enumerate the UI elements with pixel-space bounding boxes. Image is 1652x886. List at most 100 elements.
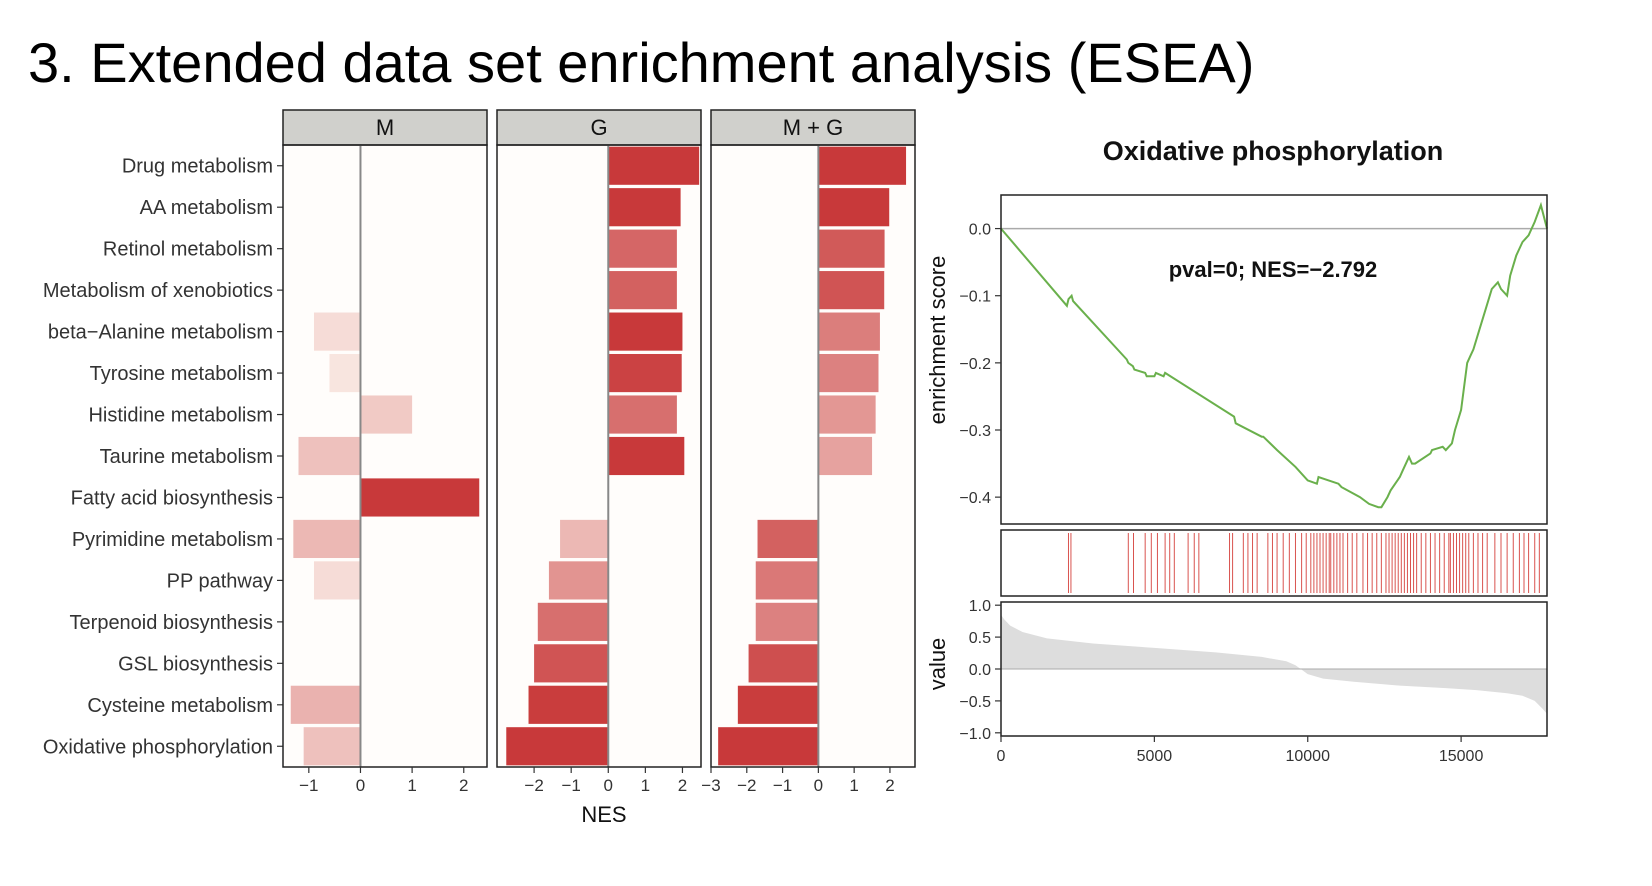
x-tick-label: −2 [737, 776, 756, 795]
nes-bar [818, 353, 879, 393]
nes-bar [560, 519, 609, 559]
x-tick-label: 1 [849, 776, 858, 795]
es-curve [1000, 201, 1548, 509]
value-y-tick-label: 1.0 [969, 598, 991, 615]
category-label: Metabolism of xenobiotics [43, 280, 273, 302]
nes-bar [737, 685, 819, 724]
nes-bar [528, 685, 609, 724]
x-tick-label: 2 [885, 776, 894, 795]
x-tick-label: −2 [524, 776, 543, 795]
category-label: beta−Alanine metabolism [48, 322, 273, 344]
es-y-tick-label: 0.0 [969, 222, 991, 239]
nes-bar [548, 561, 609, 600]
category-label: AA metabolism [140, 197, 273, 219]
nes-bar [313, 312, 361, 351]
x-tick-label: 0 [604, 776, 613, 795]
nes-bar [608, 395, 677, 434]
ranked-value-area [1001, 614, 1547, 714]
nes-bar [608, 146, 700, 185]
nes-bar [537, 602, 609, 641]
nes-bar [506, 727, 609, 766]
value-x-tick-label: 10000 [1285, 748, 1330, 765]
nes-bar [608, 188, 681, 227]
nes-bar [313, 561, 361, 600]
nes-bar [818, 146, 907, 185]
category-label: Taurine metabolism [100, 446, 273, 468]
category-label: Terpenoid biosynthesis [70, 612, 273, 634]
category-label: Cysteine metabolism [87, 695, 273, 717]
value-x-tick-label: 0 [997, 748, 1006, 765]
value-y-tick-label: −0.5 [959, 694, 991, 711]
facet-panel-border [710, 144, 916, 768]
facet-panel-border [282, 144, 488, 768]
x-tick-label: −1 [299, 776, 318, 795]
category-label: Retinol metabolism [103, 239, 273, 261]
nes-bar [290, 685, 361, 724]
facet-label: M [376, 115, 394, 140]
faceted-nes-bar-chart: Drug metabolism AA metabolism Retinol meta… [43, 109, 916, 827]
nes-bar [608, 229, 677, 268]
nes-bar [818, 188, 890, 227]
nes-bar [608, 353, 682, 393]
value-y-axis-title: value [925, 638, 950, 691]
slide-title: 3. Extended data set enrichment analysis… [28, 31, 1255, 94]
x-tick-label: −1 [773, 776, 792, 795]
category-label: Fatty acid biosynthesis [71, 487, 273, 509]
nes-bar [329, 353, 361, 393]
x-tick-label: 2 [678, 776, 687, 795]
nes-bar [608, 271, 677, 310]
value-y-tick-label: −1.0 [959, 726, 991, 743]
nes-bar [755, 561, 819, 600]
nes-bar [303, 727, 361, 766]
facet-panel-border [496, 144, 702, 768]
es-annotation: pval=0; NES=−2.792 [1169, 257, 1378, 282]
category-label: Histidine metabolism [88, 405, 273, 427]
nes-bar [360, 395, 413, 434]
x-tick-label: 0 [356, 776, 365, 795]
x-tick-label: 0 [814, 776, 823, 795]
value-y-tick-label: 0.5 [969, 630, 991, 647]
facet-strip [282, 109, 488, 146]
nes-bar [608, 312, 683, 351]
nes-bar [360, 478, 480, 517]
value-x-tick-label: 5000 [1137, 748, 1173, 765]
x-tick-label: 1 [407, 776, 416, 795]
gsea-title: Oxidative phosphorylation [1103, 136, 1444, 166]
nes-bar [757, 519, 819, 559]
nes-bar [293, 519, 361, 559]
nes-bar [298, 436, 361, 476]
facet-label: M + G [783, 115, 844, 140]
es-y-tick-label: −0.3 [959, 423, 991, 440]
es-y-tick-label: −0.2 [959, 356, 991, 373]
nes-bar [748, 644, 819, 683]
es-y-tick-label: −0.4 [959, 490, 991, 507]
category-label: Drug metabolism [122, 156, 273, 178]
es-panel-bg [1001, 195, 1547, 524]
value-x-tick-label: 15000 [1439, 748, 1484, 765]
nes-bar [818, 395, 876, 434]
category-label: Oxidative phosphorylation [43, 736, 273, 758]
category-label: Pyrimidine metabolism [72, 529, 273, 551]
category-label: PP pathway [167, 570, 273, 592]
es-y-axis-title: enrichment score [925, 256, 950, 425]
hit-panel-bg [1001, 530, 1547, 596]
nes-bar [608, 436, 685, 476]
nes-bar [818, 312, 880, 351]
hit-panel-border [1000, 529, 1548, 597]
category-label: Tyrosine metabolism [90, 363, 273, 385]
nes-bar [755, 602, 819, 641]
nes-bar [534, 644, 609, 683]
nes-bar [818, 229, 885, 268]
x-tick-label: −1 [561, 776, 580, 795]
gsea-enrichment-plot: Oxidative phosphorylation 0.0 −0.1 −0.2 −0.3… [925, 136, 1548, 765]
es-panel-border [1000, 194, 1548, 525]
category-label: GSL biosynthesis [118, 653, 273, 675]
x-tick-label: 2 [459, 776, 468, 795]
nes-bar [818, 436, 873, 476]
x-tick-label: −3 [701, 776, 720, 795]
x-axis-title: NES [581, 802, 626, 827]
nes-bar [718, 727, 819, 766]
es-y-tick-label: −0.1 [959, 289, 991, 306]
nes-bar [818, 271, 885, 310]
